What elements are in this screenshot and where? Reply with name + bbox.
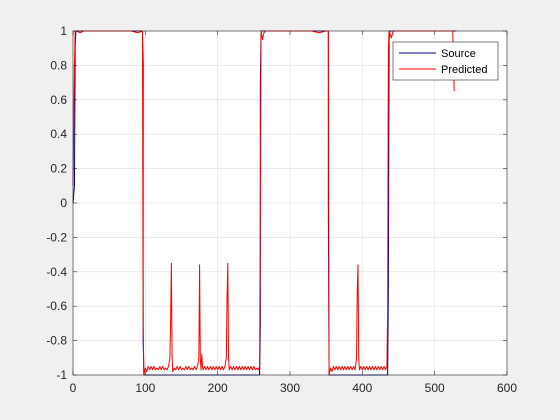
y-tick-label: 0 — [60, 196, 67, 210]
legend-box — [392, 41, 499, 81]
y-tick-label: 0.4 — [50, 127, 67, 141]
legend-label-source: Source — [441, 48, 476, 60]
y-tick-label: -0.6 — [46, 299, 67, 313]
x-tick-label: 600 — [497, 381, 517, 395]
x-tick-label: 100 — [135, 381, 155, 395]
y-tick-label: -0.4 — [46, 265, 67, 279]
x-tick-label: 500 — [425, 381, 445, 395]
y-tick-label: -0.2 — [46, 230, 67, 244]
y-tick-label: -0.8 — [46, 334, 67, 348]
ticks: 0 100 200 300 400 500 600 -1 -0.8 -0.6 -0.4 -0.2 0 0.… — [46, 24, 517, 395]
y-tick-label: 0.2 — [50, 162, 67, 176]
y-tick-label: 0.8 — [50, 58, 67, 72]
series-line-predicted — [72, 30, 455, 376]
y-tick-label: 0.6 — [50, 93, 67, 107]
x-tick-label: 300 — [280, 381, 300, 395]
y-tick-label: 1 — [60, 24, 67, 38]
legend-label-predicted: Predicted — [441, 64, 487, 76]
legend: Source Predicted — [392, 41, 499, 81]
x-tick-label: 0 — [70, 381, 77, 395]
x-tick-label: 200 — [208, 381, 228, 395]
x-tick-label: 400 — [352, 381, 372, 395]
y-tick-label: -1 — [56, 368, 67, 382]
